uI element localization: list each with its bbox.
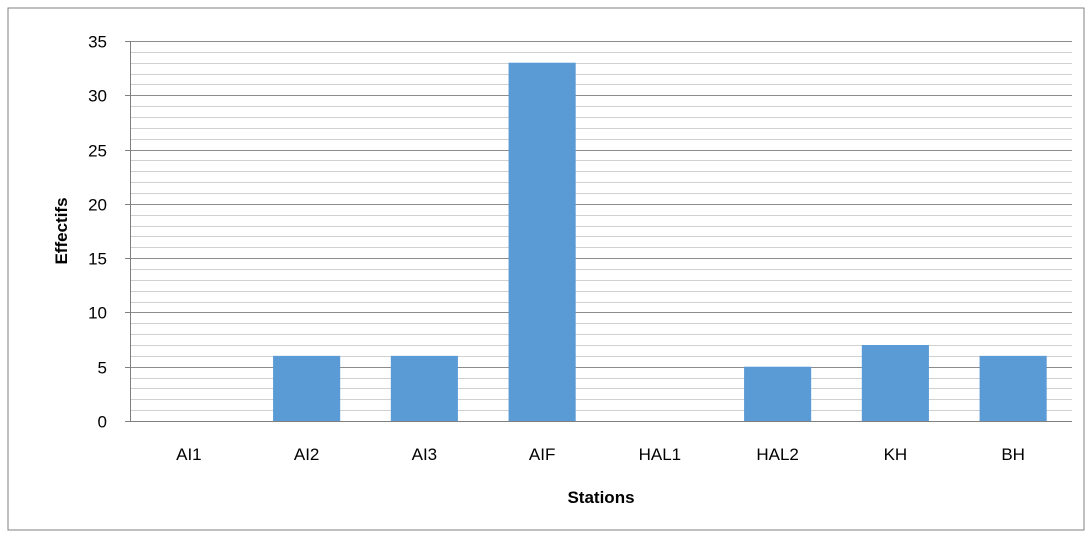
x-tick-label: AI1 — [176, 445, 202, 464]
y-tick-label: 15 — [88, 250, 107, 269]
y-tick-label: 5 — [98, 359, 107, 378]
bar-bh — [979, 355, 1047, 421]
y-tick-label: 35 — [88, 33, 107, 52]
x-tick-labels: AI1 AI2 AI3 AIF HAL1 HAL2 KH BH — [176, 445, 1025, 464]
y-tick-label: 25 — [88, 142, 107, 161]
x-axis-title: Stations — [567, 488, 634, 507]
x-tick-label: AI2 — [294, 445, 320, 464]
bar-series — [273, 62, 1047, 421]
x-tick-label: AIF — [529, 445, 555, 464]
x-tick-label: AI3 — [412, 445, 438, 464]
y-tick-label: 10 — [88, 304, 107, 323]
x-tick-label: KH — [884, 445, 908, 464]
x-tick-label: BH — [1001, 445, 1025, 464]
y-tick-label: 20 — [88, 196, 107, 215]
x-tick-label: HAL1 — [639, 445, 682, 464]
y-tick-labels: 0 5 10 15 20 25 30 35 — [88, 33, 107, 432]
bar-ai2 — [273, 355, 341, 421]
axes — [125, 41, 1072, 422]
bar-ai3 — [390, 355, 458, 421]
bar-hal2 — [744, 366, 812, 421]
bar-kh — [861, 345, 929, 421]
x-tick-label: HAL2 — [756, 445, 799, 464]
y-tick-label: 0 — [98, 413, 107, 432]
y-axis-title: Effectifs — [52, 197, 71, 264]
y-tick-label: 30 — [88, 87, 107, 106]
bar-aif — [508, 62, 576, 421]
